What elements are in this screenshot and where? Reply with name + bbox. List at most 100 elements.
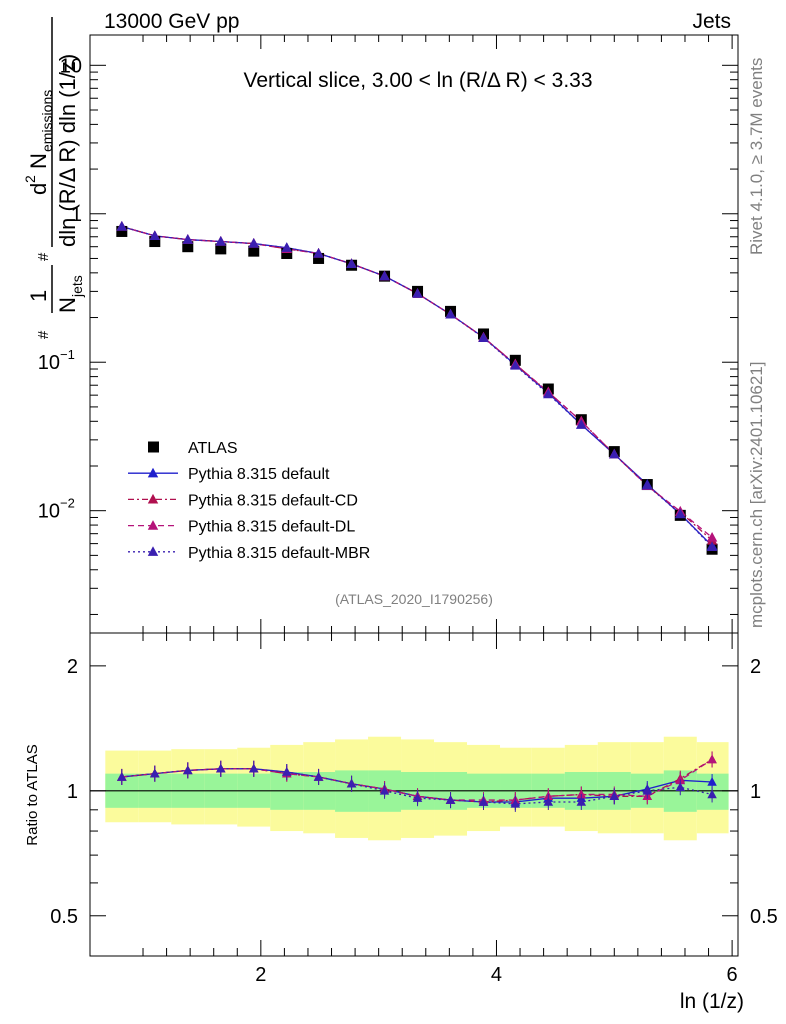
ratio-marker-mbr [117,771,127,781]
ratio-marker-mbr [609,791,620,801]
main-y-tick-label: 10 [38,501,60,523]
ratio-y-tick-label-right: 1 [750,781,761,803]
ratio-marker-mbr [642,785,653,795]
ratio-marker-default [707,777,717,786]
x-tick-label: 6 [727,964,738,986]
main-y-label: # 1 N jets # d 2 N emissions dln (R/Δ R)… [22,17,85,339]
ratio-marker-mbr [478,796,489,806]
ratio-marker-mbr [576,796,587,806]
atlas-point [149,236,161,248]
ratio-marker-dl [707,754,717,764]
marker-mbr [313,247,324,258]
ratio-y-label: Ratio to ATLAS [24,744,41,845]
atlas-point [215,243,227,255]
atlas-point [281,247,293,259]
atlas-point [182,241,194,253]
legend-marker-default [147,467,159,478]
legend-marker-dl [147,520,159,530]
ratio-plot-area: 2 2 1 1 0.5 0.5 2 4 6 [50,632,778,986]
ratio-y-tick-label-right: 2 [750,656,761,678]
atlas-point [116,225,128,237]
ratio-marker-mbr [675,782,686,792]
ylabel-num: N [26,153,51,169]
marker-mbr [346,258,357,268]
header-right: Jets [692,10,731,33]
main-frame [89,34,739,634]
marker-mbr [379,270,390,281]
ylabel-hash2: # [35,252,52,261]
ratio-marker-mbr [282,767,292,776]
marker-dl [706,531,718,542]
legend-label-atlas: ATLAS [188,440,238,457]
ratio-marker-mbr [445,795,456,804]
ylabel-hash1: # [35,330,52,339]
marker-mbr [576,419,587,429]
legend-label-cd: Pythia 8.315 default-CD [188,492,358,509]
ratio-marker-mbr [412,793,423,802]
marker-mbr [609,448,620,459]
ratio-marker-dl [576,789,587,799]
ratio-y-tick-label-right: 0.5 [750,906,778,928]
ylabel-d2: d [26,183,51,195]
marker-mbr [412,288,423,298]
ratio-marker-mbr [543,796,554,806]
ratio-marker-mbr [313,771,324,781]
atlas-point [248,245,260,257]
ratio-frame [89,632,739,957]
legend-label-default: Pythia 8.315 default [188,466,330,483]
main-y-tick-label-exp: −2 [60,496,75,511]
ylabel-den: dln (R/Δ R) dln (1/z) [55,54,80,247]
marker-mbr [215,236,227,246]
x-axis-label: ln (1/z) [680,990,744,1013]
marker-mbr [642,479,653,490]
ylabel-frac1-den: N [55,297,80,313]
series-line-dl [121,225,713,538]
marker-mbr [182,234,194,244]
main-y-tick-label: 1 [71,204,82,226]
x-tick-label: 2 [255,964,266,986]
marker-mbr [510,360,521,370]
ratio-marker-mbr [707,789,717,799]
header-left: 13000 GeV pp [104,10,239,33]
legend: ATLAS Pythia 8.315 default Pythia 8.315 de… [128,440,370,562]
ylabel-frac1-den-sub: jets [69,275,85,298]
legend-label-mbr: Pythia 8.315 default-MBR [188,545,370,562]
ylabel-d2-sup: 2 [22,175,38,183]
ylabel-frac1-num: 1 [26,290,51,302]
marker-mbr [116,221,128,231]
ratio-y-tick-label-left: 2 [67,656,78,678]
ratio-y-tick-label-left: 1 [67,781,78,803]
marker-mbr [478,332,489,342]
ylabel-num-sub: emissions [39,90,55,152]
ratio-marker-mbr [510,798,521,808]
marker-mbr [281,242,292,252]
ratio-marker-mbr [183,765,193,775]
analysis-annotation: (ATLAS_2020_I1790256) [335,591,493,607]
side-label-bottom: mcplots.cern.ch [arXiv:2401.10621] [747,362,766,628]
marker-mbr [543,388,554,399]
side-label-top: Rivet 4.1.0, ≥ 3.7M events [747,58,766,255]
ratio-marker-mbr [216,763,226,773]
main-y-tick-label-exp: −1 [60,347,75,362]
ratio-marker-mbr [346,778,357,788]
main-y-tick-label: 10 [38,352,60,374]
marker-mbr [706,541,718,552]
legend-marker-atlas [148,441,159,453]
ratio-marker-mbr [249,763,259,773]
marker-mbr [248,238,259,248]
x-tick-label: 4 [491,964,502,986]
atlas-point [313,252,325,264]
legend-label-dl: Pythia 8.315 default-DL [188,519,355,536]
ratio-y-tick-label-left: 0.5 [50,906,78,928]
main-title: Vertical slice, 3.00 < ln (R/Δ R) < 3.33 [243,69,592,92]
marker-mbr [675,508,686,519]
ratio-marker-mbr [150,768,160,778]
legend-marker-cd [147,493,159,504]
marker-mbr [445,308,456,319]
main-y-tick-label: 10 [60,55,82,77]
marker-mbr [149,230,161,240]
ratio-marker-mbr [379,785,390,795]
legend-marker-mbr [147,546,159,556]
